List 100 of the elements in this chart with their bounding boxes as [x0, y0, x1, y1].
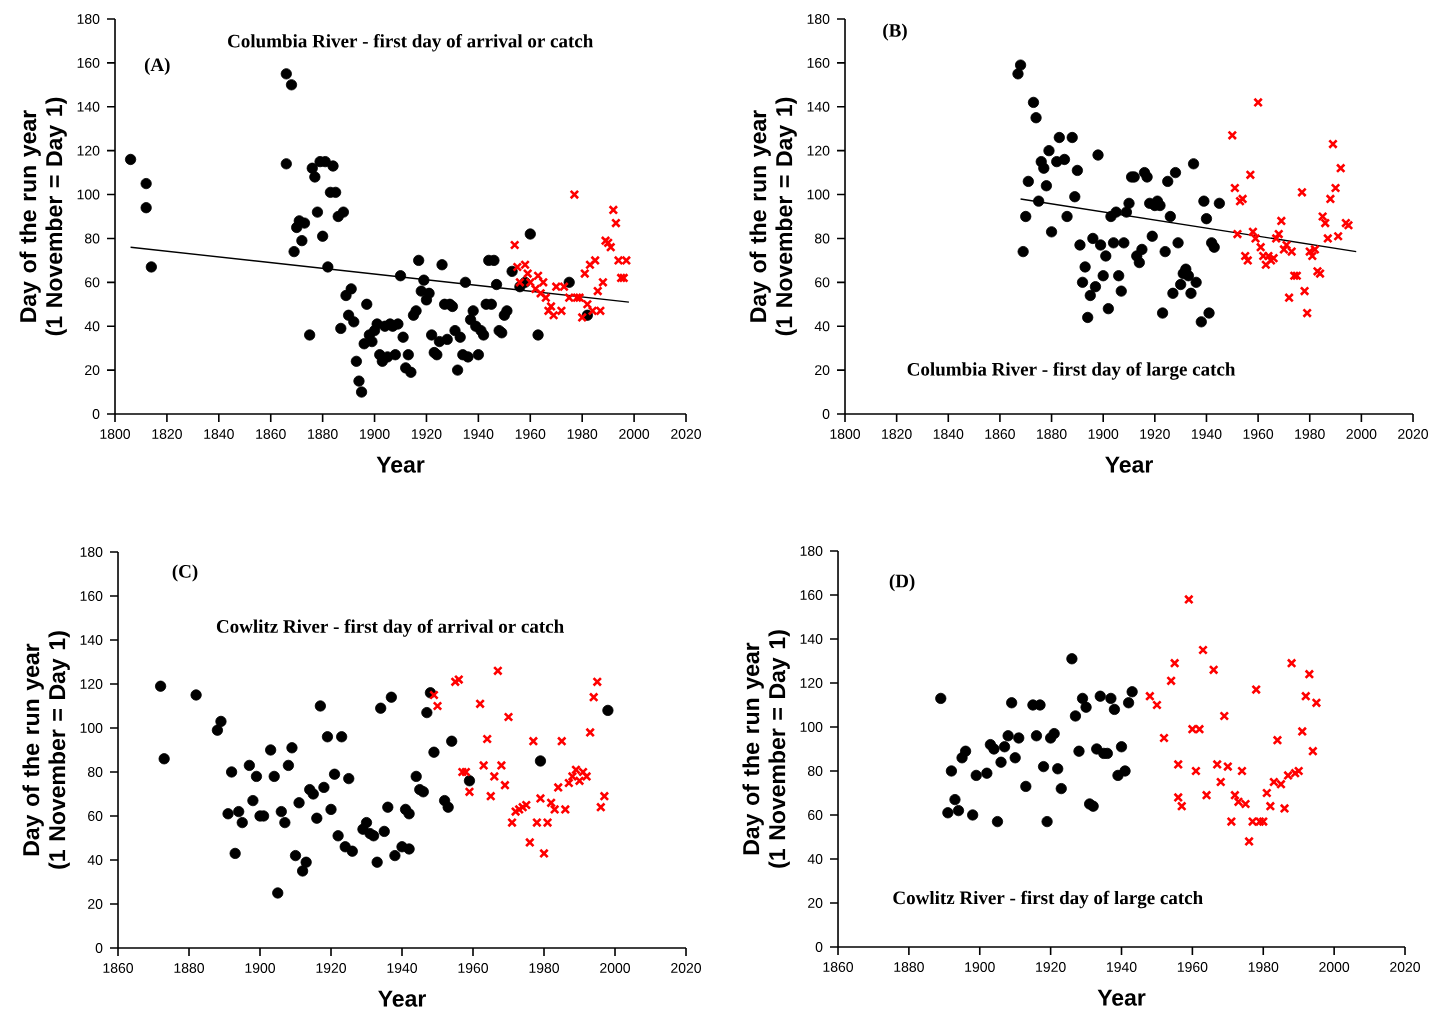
point	[1105, 692, 1117, 704]
point	[1325, 193, 1336, 204]
point	[1286, 658, 1297, 669]
point	[1166, 675, 1177, 686]
point	[553, 782, 564, 793]
point	[1251, 684, 1262, 695]
x-tick-label: 1880	[894, 962, 924, 972]
point	[1119, 765, 1131, 777]
point	[608, 204, 619, 215]
point	[1261, 788, 1272, 798]
text: Columbia River - first day of arrival or catch	[228, 33, 594, 52]
point	[967, 809, 979, 821]
point	[499, 780, 510, 791]
point	[1115, 741, 1128, 753]
x-tick-label: 2020	[1398, 429, 1429, 439]
y-tick-label: 80	[814, 233, 830, 244]
point	[1226, 816, 1237, 827]
point	[1073, 745, 1085, 757]
x-tick-label: 1980	[529, 963, 560, 973]
point	[1055, 783, 1067, 795]
point	[582, 299, 593, 310]
text: Columbia River - first day of large catch	[907, 362, 1236, 380]
y-tick-label: 0	[95, 943, 103, 953]
point	[945, 765, 958, 777]
x-tick-label: 1840	[933, 429, 964, 439]
point	[1002, 730, 1014, 742]
annotation: (A)	[144, 57, 170, 76]
point	[538, 277, 549, 288]
y-tick-label: 140	[77, 101, 100, 112]
y-tick-label: 20	[808, 898, 823, 908]
x-tick-label: 1860	[103, 963, 134, 973]
x-tick-label: 1940	[463, 429, 494, 439]
point	[998, 741, 1011, 753]
point	[1335, 163, 1346, 174]
y-tick-label: 20	[88, 899, 103, 909]
point	[1284, 292, 1295, 303]
point	[1169, 658, 1180, 669]
point	[605, 242, 616, 253]
point	[942, 807, 954, 819]
point	[1240, 251, 1251, 261]
point	[1244, 836, 1255, 847]
point	[1242, 255, 1253, 266]
point	[1219, 711, 1230, 721]
point	[546, 301, 557, 312]
point	[1176, 801, 1187, 812]
point	[1066, 653, 1078, 665]
point	[991, 816, 1004, 828]
point	[543, 305, 554, 316]
y-tick-label: 120	[80, 679, 103, 689]
y-tick-label: 160	[77, 57, 100, 68]
point	[1052, 763, 1064, 775]
point	[539, 848, 549, 859]
y-tick-label: 80	[807, 766, 823, 776]
y-tick-label: 40	[807, 854, 823, 864]
point	[579, 268, 590, 279]
point	[1076, 692, 1089, 704]
point	[959, 745, 972, 757]
point	[1311, 697, 1322, 708]
point	[988, 743, 1000, 755]
y-tick-label: 60	[808, 810, 823, 820]
y-tick-label: 100	[807, 189, 830, 200]
y-tick-label: 180	[807, 14, 830, 24]
y-tick-label: 0	[815, 942, 823, 952]
x-tick-label: 1960	[515, 429, 546, 439]
point	[577, 312, 588, 323]
point	[981, 767, 993, 779]
y-tick-label: 120	[77, 145, 100, 156]
y-axis-title: Day of the run year (1 November = Day 1)	[742, 630, 790, 868]
point	[1260, 259, 1271, 270]
point	[1009, 752, 1021, 764]
y-tick-label: 180	[80, 547, 103, 557]
point	[1037, 761, 1050, 773]
point	[1232, 229, 1243, 240]
x-tick-label: 2020	[1390, 962, 1421, 972]
y-tick-label: 160	[807, 57, 830, 68]
x-tick-label: 1900	[965, 962, 995, 972]
x-tick-label: 1820	[882, 429, 912, 439]
x-tick-label: 2020	[671, 429, 702, 439]
point	[935, 692, 947, 704]
x-tick-label: 1920	[316, 963, 347, 973]
x-axis-title: Year	[1097, 989, 1146, 1006]
point	[1279, 803, 1290, 814]
y-tick-label: 100	[80, 723, 103, 733]
x-axis-title: Year	[378, 990, 426, 1007]
point	[1255, 242, 1266, 253]
y-tick-label: 160	[80, 591, 103, 601]
point	[952, 805, 965, 817]
point	[1126, 686, 1138, 698]
point	[482, 734, 493, 744]
y-tick-label: 120	[800, 678, 823, 688]
x-tick-label: 1980	[1295, 429, 1325, 439]
x-tick-label: 1940	[1191, 429, 1222, 439]
point	[1198, 645, 1208, 655]
point	[1041, 816, 1053, 828]
x-tick-label: 1980	[1248, 962, 1279, 972]
x-tick-label: 1860	[985, 429, 1015, 439]
point	[1271, 233, 1282, 244]
y-tick-label: 100	[800, 722, 823, 732]
x-tick-label: 2000	[1319, 962, 1350, 972]
x-tick-label: 1820	[152, 429, 182, 439]
